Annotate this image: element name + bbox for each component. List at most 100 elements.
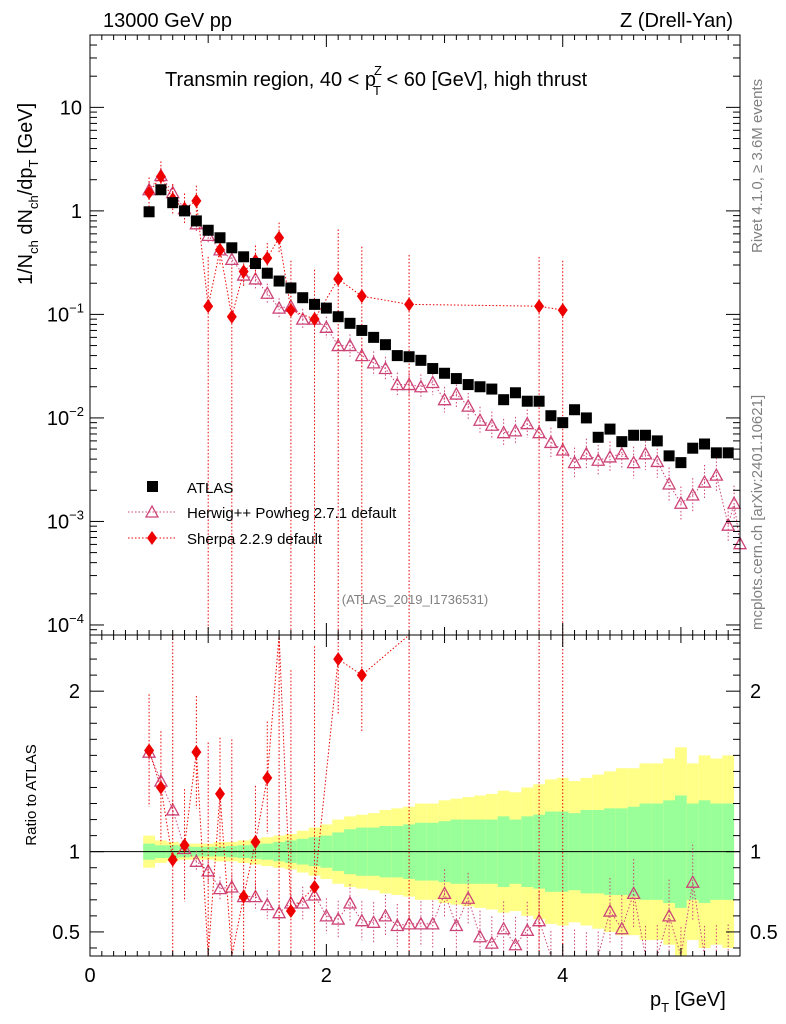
header-right: Z (Drell-Yan) [620,10,733,32]
herwig-point [413,379,429,393]
herwig-ratio-point [508,937,523,951]
sherpa-ratio-point [238,889,249,904]
herwig-point [342,338,358,352]
atlas-point [238,251,250,263]
herwig-ratio-point [224,879,239,893]
legend-atlas-marker [147,481,158,492]
sherpa-point [274,230,285,245]
sherpa-point [333,271,344,286]
legend-herwig-marker [144,504,160,518]
herwig-point [567,455,582,469]
ratio-tick-label-left: 2 [69,681,80,703]
atlas-point [415,354,427,366]
atlas-point [687,442,699,454]
herwig-point [721,517,736,531]
herwig-point [614,446,629,460]
atlas-point [628,429,640,441]
herwig-point [591,452,606,466]
herwig-ratio-point [614,921,629,935]
herwig-ratio-point [319,908,334,922]
herwig-point [354,348,369,362]
atlas-point [592,431,604,443]
sherpa-ratio-point [356,668,367,683]
herwig-point [437,392,452,406]
y-tick-label: 10−1 [47,300,84,326]
y-tick-label: 10 [60,97,82,119]
herwig-ratio-point [602,903,618,917]
atlas-point [616,436,628,448]
sherpa-ratio-point [262,770,273,785]
herwig-ratio-point [425,916,440,930]
atlas-point [309,298,321,310]
analysis-tag: (ATLAS_2019_I1736531) [342,592,488,607]
sherpa-ratio-point [155,780,166,795]
herwig-ratio-point [437,886,452,900]
plot-title: Transmin region, 40 < pZ T < 60 [GeV], hi… [165,63,588,98]
herwig-ratio-point [366,914,381,928]
herwig-point [390,377,405,391]
herwig-point [508,423,523,437]
legend-sherpa-label: Sherpa 2.2.9 default [187,531,323,548]
atlas-point [663,450,675,462]
y-tick-label: 10−3 [47,507,84,533]
y-tick-label: 10−2 [47,404,84,430]
herwig-point [602,449,618,463]
herwig-point [726,495,742,509]
herwig-point [319,319,334,333]
atlas-point [651,435,663,447]
sherpa-point [215,242,225,257]
atlas-point [509,387,521,399]
herwig-point [260,285,275,299]
sherpa-point [226,309,237,324]
atlas-point [249,258,261,270]
herwig-point [496,425,511,439]
herwig-ratio-point [260,897,275,911]
sherpa-ratio-point [144,743,155,758]
atlas-point [403,351,415,363]
atlas-point [604,423,616,435]
atlas-point [439,367,451,379]
herwig-point [224,252,239,266]
sherpa-point [155,169,166,184]
atlas-point [391,350,403,362]
herwig-ratio-point [484,935,499,949]
ratio-plot-series [141,634,729,957]
atlas-point [368,331,380,343]
sherpa-ratio-point [333,652,344,667]
atlas-point [143,206,155,218]
herwig-point [555,442,570,456]
ratio-tick-label-left: 1 [69,842,80,864]
ratio-y-axis-label: Ratio to ATLAS [23,744,40,845]
y-axis-label: 1/Nch dNch/dpT [GeV] [15,103,41,285]
atlas-point [569,404,581,416]
sherpa-point [262,251,273,266]
atlas-point [344,317,356,329]
y-tick-label: 10−4 [47,611,84,637]
herwig-point [661,476,677,490]
atlas-point [356,324,368,336]
x-tick-label: 2 [321,965,332,987]
atlas-point [427,363,439,375]
herwig-point [461,398,476,412]
sherpa-point [238,264,249,279]
sherpa-ratio-point [215,786,225,801]
herwig-ratio-point [295,895,310,909]
atlas-point [580,412,592,424]
herwig-point [638,446,653,460]
legend: ATLAS Herwig++ Powheg 2.7.1 default Sher… [128,480,397,548]
herwig-point [248,271,263,285]
atlas-point [273,275,285,287]
sherpa-ratio-point [285,904,296,919]
sherpa-point [285,303,296,318]
sherpa-point [203,299,214,314]
atlas-point [202,224,214,236]
ratio-plot-frame [89,634,741,957]
atlas-point [261,267,273,279]
sherpa-point [309,312,320,327]
sherpa-line [148,175,563,320]
herwig-ratio-point [390,918,405,932]
herwig-point [579,446,594,460]
atlas-point [450,373,462,385]
ratio-tick-label-left: 0.5 [52,922,80,944]
